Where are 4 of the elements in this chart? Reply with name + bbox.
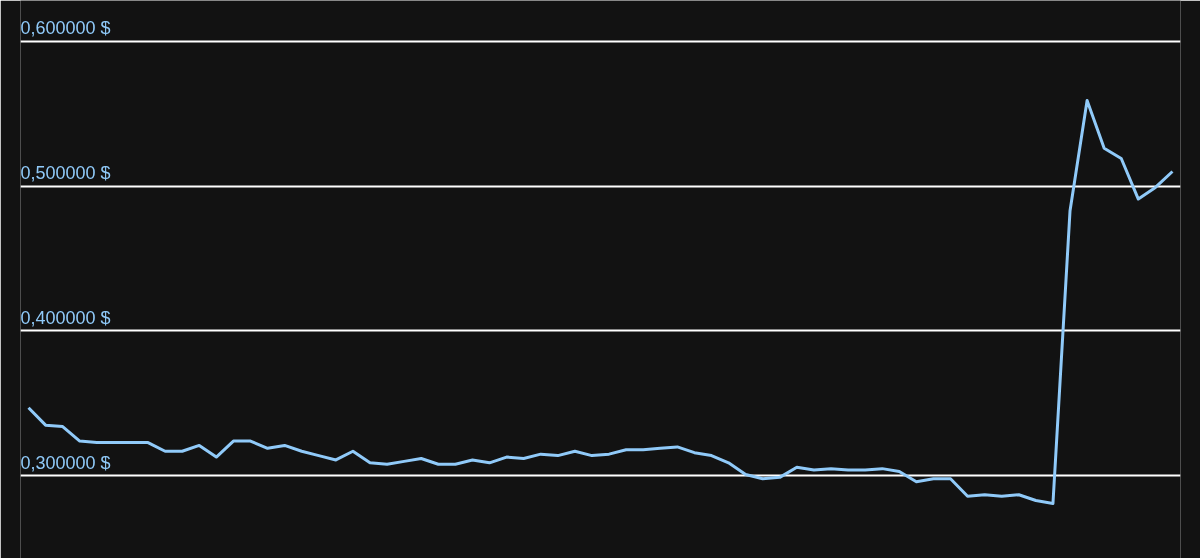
y-tick-label: 0,600000 $ [20, 18, 111, 39]
y-tick-label: 0,500000 $ [20, 163, 111, 184]
y-tick-label: 0,400000 $ [20, 307, 111, 328]
y-tick-label: 0,300000 $ [20, 452, 111, 473]
